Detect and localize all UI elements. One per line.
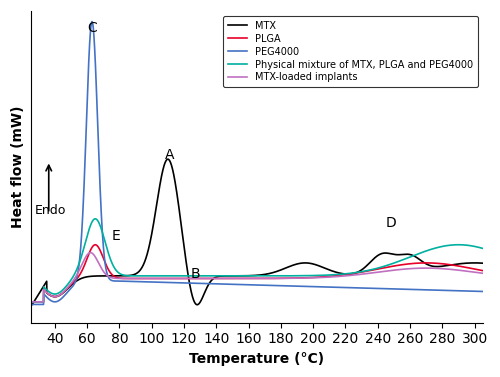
PEG4000 xyxy=(222,282,228,287)
MTX xyxy=(222,274,228,278)
MTX-loaded implants xyxy=(222,276,228,281)
Physical mixture of MTX, PLGA and PEG4000 xyxy=(30,300,36,304)
Physical mixture of MTX, PLGA and PEG4000 xyxy=(202,274,208,278)
Text: Endo: Endo xyxy=(35,204,66,217)
PLGA xyxy=(222,276,228,281)
PEG4000 xyxy=(30,302,36,307)
MTX xyxy=(108,274,114,278)
PEG4000 xyxy=(80,193,86,198)
PEG4000 xyxy=(471,289,477,293)
MTX xyxy=(80,275,86,280)
PEG4000 xyxy=(89,19,95,24)
Text: E: E xyxy=(112,228,120,242)
Physical mixture of MTX, PLGA and PEG4000 xyxy=(108,257,114,262)
PLGA xyxy=(422,261,428,265)
Text: D: D xyxy=(386,216,396,230)
MTX xyxy=(480,261,486,265)
PLGA xyxy=(202,276,208,281)
MTX-loaded implants xyxy=(480,271,486,276)
Physical mixture of MTX, PLGA and PEG4000 xyxy=(471,244,477,248)
MTX-loaded implants xyxy=(202,276,208,281)
Line: MTX: MTX xyxy=(32,159,482,305)
MTX xyxy=(194,302,200,307)
Physical mixture of MTX, PLGA and PEG4000 xyxy=(422,249,428,253)
MTX xyxy=(422,261,428,266)
MTX xyxy=(165,157,171,161)
MTX xyxy=(30,302,36,307)
PLGA xyxy=(80,265,86,270)
PEG4000 xyxy=(422,288,428,292)
MTX xyxy=(202,289,208,293)
PLGA xyxy=(480,268,486,273)
Text: C: C xyxy=(87,21,97,35)
Text: A: A xyxy=(165,148,174,162)
Line: MTX-loaded implants: MTX-loaded implants xyxy=(32,253,482,302)
Physical mixture of MTX, PLGA and PEG4000 xyxy=(480,246,486,251)
MTX-loaded implants xyxy=(80,259,86,263)
Physical mixture of MTX, PLGA and PEG4000 xyxy=(92,216,98,221)
PEG4000 xyxy=(108,277,114,282)
MTX xyxy=(471,261,477,265)
Legend: MTX, PLGA, PEG4000, Physical mixture of MTX, PLGA and PEG4000, MTX-loaded implan: MTX, PLGA, PEG4000, Physical mixture of … xyxy=(223,16,478,87)
Line: PLGA: PLGA xyxy=(32,245,482,302)
PLGA xyxy=(92,242,98,247)
Text: B: B xyxy=(190,268,200,282)
PLGA xyxy=(471,267,477,271)
PEG4000 xyxy=(480,289,486,294)
Physical mixture of MTX, PLGA and PEG4000 xyxy=(222,274,228,278)
Physical mixture of MTX, PLGA and PEG4000 xyxy=(80,247,86,251)
Line: PEG4000: PEG4000 xyxy=(32,21,482,305)
X-axis label: Temperature (°C): Temperature (°C) xyxy=(189,352,324,366)
PLGA xyxy=(30,300,36,304)
PLGA xyxy=(108,271,114,275)
Line: Physical mixture of MTX, PLGA and PEG4000: Physical mixture of MTX, PLGA and PEG400… xyxy=(32,219,482,302)
MTX-loaded implants xyxy=(471,270,477,274)
MTX-loaded implants xyxy=(30,300,36,304)
MTX-loaded implants xyxy=(88,250,94,255)
PEG4000 xyxy=(202,281,208,286)
MTX-loaded implants xyxy=(108,275,114,280)
Y-axis label: Heat flow (mW): Heat flow (mW) xyxy=(11,106,25,228)
MTX-loaded implants xyxy=(422,266,428,270)
